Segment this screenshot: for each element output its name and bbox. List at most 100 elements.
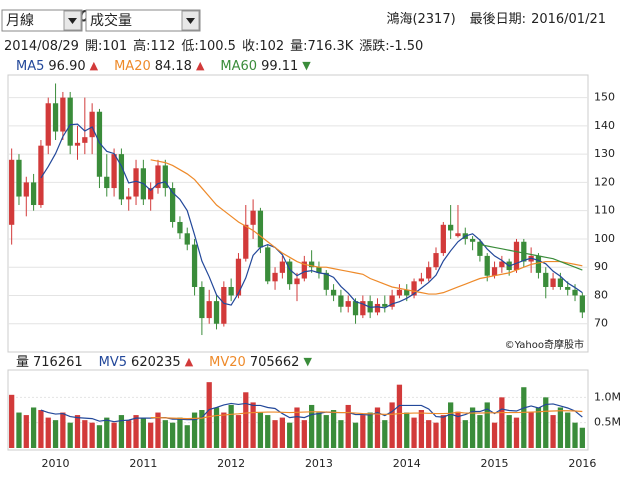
volume-bar — [440, 415, 446, 448]
candle-body — [330, 289, 337, 296]
volume-bar — [316, 412, 322, 448]
volume-bar — [557, 407, 564, 448]
candle-body — [308, 261, 315, 268]
candle-body — [213, 301, 220, 324]
volume-bar — [360, 415, 366, 448]
candle-body — [38, 145, 44, 206]
quote-info: 2014/08/29 開:101 高:112 低:100.5 收:102 量:716.3K… — [4, 38, 423, 54]
volume-bar — [16, 412, 22, 448]
legend-name: 量 — [16, 355, 29, 370]
last-date: 2016/01/21 — [531, 12, 606, 27]
volume-bar — [338, 420, 344, 448]
candle-body — [352, 301, 359, 316]
volume-bar — [565, 412, 571, 448]
candle-body — [16, 159, 22, 197]
period-dropdown[interactable]: 月線 — [1, 9, 83, 32]
candle-body — [323, 272, 329, 290]
volume-bar — [89, 422, 95, 448]
candle-body — [60, 97, 66, 132]
candle-body — [389, 295, 395, 307]
y-tick-label: 140 — [594, 119, 615, 132]
candle-body — [52, 103, 59, 132]
volume-bar — [550, 415, 556, 448]
volume-bar — [30, 407, 37, 448]
candle-body — [177, 221, 183, 234]
quote-item: 量:716.3K — [290, 39, 354, 54]
quote-item: 低:100.5 — [181, 39, 236, 54]
volume-bar — [177, 417, 183, 448]
volume-bar — [499, 397, 505, 448]
candle-body — [243, 224, 249, 259]
candle-body — [440, 224, 446, 254]
candle-body — [484, 255, 490, 276]
volume-bar — [513, 417, 520, 448]
y-tick-label: 80 — [594, 288, 608, 301]
legend-name: MV20 — [209, 355, 246, 370]
candle-body — [82, 137, 88, 143]
candle-body — [206, 301, 212, 319]
legend-value: 716261 — [33, 355, 83, 370]
y-tick-label: 1.0M — [594, 390, 621, 403]
legend-value: 96.90 — [48, 59, 85, 74]
candle-body — [191, 244, 198, 287]
volume-bar — [352, 422, 359, 448]
volume-bar — [45, 417, 51, 448]
candle-body — [426, 267, 432, 279]
last-date-label: 最後日期: — [470, 12, 526, 27]
candle-body — [250, 210, 256, 225]
volume-bar — [250, 402, 256, 448]
candle-body — [316, 267, 322, 273]
volume-bar — [191, 412, 198, 448]
volume-bar — [572, 422, 578, 448]
candle-body — [404, 289, 410, 296]
volume-bar — [9, 394, 15, 448]
candle-body — [565, 286, 571, 290]
ma-line — [479, 244, 583, 271]
volume-bar — [111, 422, 117, 448]
legend-trend: ▲ — [196, 59, 205, 72]
volume-bar — [404, 412, 410, 448]
candle-body — [133, 168, 139, 197]
candle-body — [374, 303, 381, 313]
legend: MA5 96.90 ▲ MA20 84.18 ▲ MA60 99.11 ▼ — [16, 59, 311, 74]
volume-bar — [38, 410, 44, 448]
volume-bar — [367, 412, 373, 448]
legend-trend: ▲ — [90, 59, 99, 72]
candle-body — [118, 154, 125, 200]
x-tick-label: 2013 — [305, 457, 333, 470]
y-tick-label: 130 — [594, 147, 615, 160]
candle-body — [455, 233, 461, 237]
candle-body — [199, 286, 205, 319]
candle-body — [257, 210, 264, 248]
candle-body — [287, 261, 293, 285]
volume-bar — [535, 407, 542, 448]
candle-body — [396, 289, 403, 296]
candle-body — [169, 188, 176, 222]
indicator-dropdown[interactable]: 成交量 — [85, 9, 201, 32]
candle-body — [301, 261, 307, 279]
quote-item: 高:112 — [133, 38, 175, 54]
candle-body — [67, 97, 73, 146]
legend-trend: ▼ — [302, 59, 311, 72]
candle-body — [126, 196, 132, 200]
y-tick-label: 100 — [594, 232, 615, 245]
volume-bar — [257, 412, 264, 448]
volume-bar — [148, 422, 154, 448]
volume-bar — [96, 425, 103, 448]
volume-bar — [126, 420, 132, 448]
volume-bar — [462, 420, 468, 448]
x-tick-label: 2014 — [393, 457, 421, 470]
volume-bar — [579, 427, 585, 448]
legend-name: MV5 — [99, 355, 127, 370]
x-tick-label: 2010 — [42, 457, 70, 470]
volume-bar — [469, 407, 476, 448]
volume-bar — [184, 425, 190, 448]
volume-bar — [60, 412, 66, 448]
candle-body — [184, 233, 190, 245]
volume-bar — [140, 417, 146, 448]
candle-body — [543, 272, 549, 287]
volume-bar — [345, 404, 351, 448]
ma-line — [40, 123, 583, 309]
volume-bar — [323, 415, 329, 448]
